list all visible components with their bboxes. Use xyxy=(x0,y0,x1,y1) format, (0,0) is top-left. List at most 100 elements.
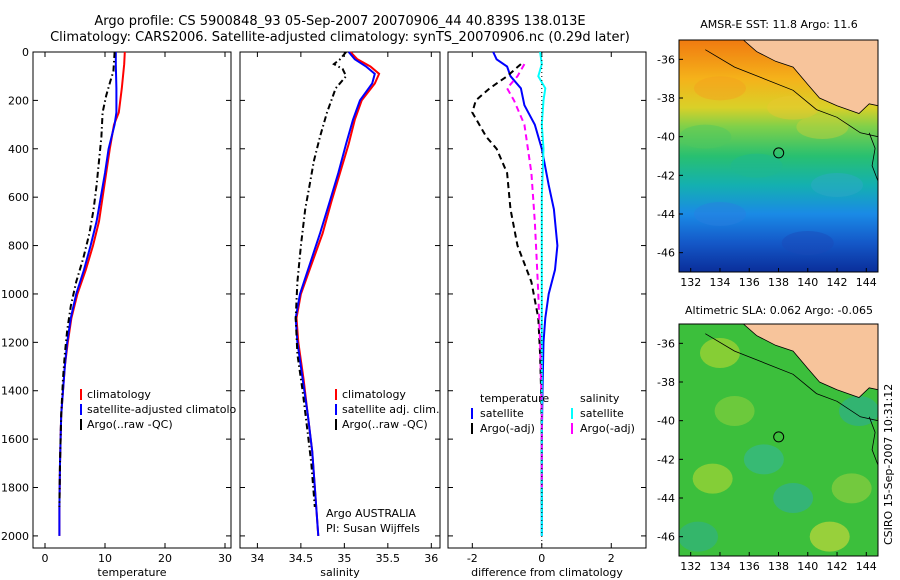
sla-patch xyxy=(679,521,719,552)
plot-frame xyxy=(239,51,441,549)
y-tick-label: 0 xyxy=(22,46,29,59)
x-axis-label: temperature xyxy=(97,566,166,579)
x-tick-label: 138 xyxy=(768,276,789,289)
x-tick-label: 136 xyxy=(739,276,760,289)
map-sla-map: 132 134 136 138 140 142 144 -36 -38 -40 -42 -44 -46 xyxy=(657,323,879,573)
tasmania-contour xyxy=(868,416,878,466)
map-field xyxy=(679,40,878,272)
panel-temperature: 0 10 20 30 0 200 400 600 800 1000 1200 1400 1600 1800… xyxy=(1,46,237,579)
series-satellite-adj-clim- xyxy=(294,51,376,536)
x-tick-label: 30 xyxy=(218,552,232,565)
y-tick-label: -46 xyxy=(657,531,675,544)
sst-patch xyxy=(693,76,746,101)
panel-salinity: 34 34.5 35 35.5 36 salinity climatology satelli… xyxy=(239,51,441,579)
x-tick-label: 140 xyxy=(797,276,818,289)
legend-entry: satellite xyxy=(580,407,624,420)
legend-entry: climatology xyxy=(342,388,406,401)
legend-entry: Argo(..raw -QC) xyxy=(342,418,428,431)
x-axis-label: difference from climatology xyxy=(471,566,623,579)
x-tick-label: 136 xyxy=(739,560,760,573)
sst-patch xyxy=(730,153,783,178)
x-tick-label: 35.5 xyxy=(376,552,401,565)
sla-patch xyxy=(743,444,784,475)
x-tick-label: 2 xyxy=(608,552,615,565)
y-tick-label: 2000 xyxy=(1,530,29,543)
x-tick-label: 0 xyxy=(42,552,49,565)
map-sst-map: 132 134 136 138 140 142 144 -36 -38 -40 -42 -44 -46 xyxy=(657,39,879,289)
land-area xyxy=(742,40,878,114)
legend-entry: satellite adj. clim. xyxy=(342,403,439,416)
legend-entry: Argo(..raw -QC) xyxy=(87,418,173,431)
sla-patch xyxy=(773,483,814,513)
legend-heading: salinity xyxy=(580,392,620,405)
x-tick-label: 132 xyxy=(680,276,701,289)
y-tick-label: 600 xyxy=(8,191,29,204)
y-tick-label: -44 xyxy=(657,208,675,221)
x-tick-label: 138 xyxy=(768,560,789,573)
series-argo-raw-qc- xyxy=(58,51,116,507)
x-tick-label: 132 xyxy=(680,560,701,573)
sla-patch xyxy=(714,396,755,426)
sst-patch xyxy=(767,95,820,120)
tasmania-contour xyxy=(868,132,878,182)
x-tick-label: 144 xyxy=(856,276,877,289)
series-salinity-satellite xyxy=(537,51,547,536)
x-tick-label: 36 xyxy=(424,552,438,565)
land-area xyxy=(742,324,878,398)
sst-patch xyxy=(679,124,732,149)
x-tick-label: 142 xyxy=(827,276,848,289)
y-tick-label: 400 xyxy=(8,143,29,156)
x-tick-label: 134 xyxy=(709,276,730,289)
legend-entry: satellite xyxy=(480,407,524,420)
y-tick-label: -40 xyxy=(657,415,675,428)
y-tick-label: -46 xyxy=(657,247,675,260)
x-tick-label: 35 xyxy=(337,552,351,565)
sla-patch xyxy=(699,338,740,368)
x-tick-label: 142 xyxy=(827,560,848,573)
y-tick-label: -38 xyxy=(657,92,675,105)
x-tick-label: 0 xyxy=(538,552,545,565)
y-tick-label: 800 xyxy=(8,240,29,253)
x-tick-label: 20 xyxy=(158,552,172,565)
sst-patch xyxy=(796,115,849,139)
sla-patch xyxy=(809,521,850,552)
y-tick-label: -42 xyxy=(657,453,675,466)
legend-entry: climatology xyxy=(87,388,151,401)
annotation-text: PI: Susan Wijffels xyxy=(326,522,420,535)
x-axis-label: salinity xyxy=(320,566,360,579)
y-tick-label: 1000 xyxy=(1,288,29,301)
y-tick-label: 1400 xyxy=(1,385,29,398)
y-tick-label: -38 xyxy=(657,376,675,389)
title-line-2: Climatology: CARS2006. Satellite-adjuste… xyxy=(50,30,630,45)
x-tick-label: 10 xyxy=(98,552,112,565)
series-argo-raw-qc- xyxy=(294,51,348,507)
y-tick-label: 1600 xyxy=(1,433,29,446)
footer-credit: CSIRO 15-Sep-2007 10:31:12 xyxy=(882,383,895,545)
sla-patch xyxy=(692,463,733,494)
x-tick-label: 34.5 xyxy=(289,552,314,565)
y-tick-label: -40 xyxy=(657,131,675,144)
sst-patch xyxy=(811,173,864,197)
sla-patch xyxy=(831,473,872,504)
shelf-contour xyxy=(705,333,878,422)
y-tick-label: 1800 xyxy=(1,482,29,495)
float-marker xyxy=(773,147,785,159)
sla-patch xyxy=(838,396,878,426)
legend-entry: Argo(-adj) xyxy=(480,422,535,435)
series-satellite-adjusted-climatology xyxy=(58,52,118,536)
annotation-text: Argo AUSTRALIA xyxy=(326,507,416,520)
y-tick-label: 1200 xyxy=(1,336,29,349)
legend-heading: temperature xyxy=(480,392,549,405)
sst-map-title: AMSR-E SST: 11.8 Argo: 11.6 xyxy=(700,18,858,31)
y-tick-label: -36 xyxy=(657,53,675,66)
sst-patch xyxy=(781,231,834,255)
sla-map-title: Altimetric SLA: 0.062 Argo: -0.065 xyxy=(685,304,873,317)
x-tick-label: 140 xyxy=(797,560,818,573)
float-marker xyxy=(773,431,785,443)
x-tick-label: 134 xyxy=(709,560,730,573)
plot-frame xyxy=(32,51,232,549)
x-tick-label: -2 xyxy=(467,552,478,565)
sst-patch xyxy=(693,202,746,226)
